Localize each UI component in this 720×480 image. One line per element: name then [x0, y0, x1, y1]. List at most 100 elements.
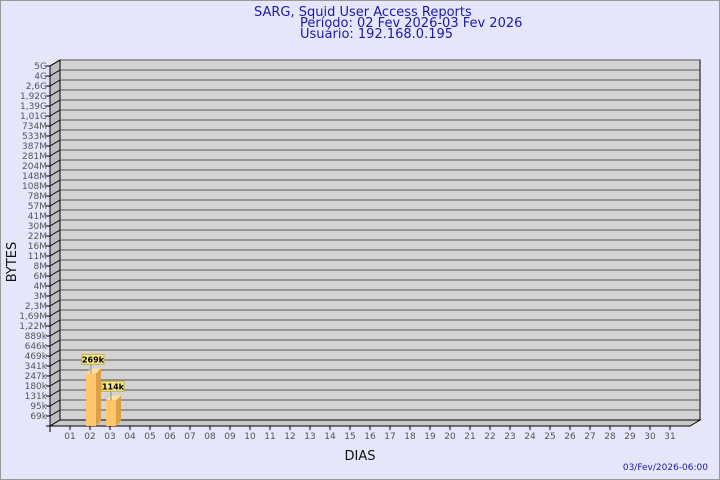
- bar-top: [106, 395, 121, 401]
- data-label: 269k: [82, 355, 105, 364]
- x-tick-label: 14: [324, 432, 336, 442]
- gridline-diagonal: [49, 139, 61, 147]
- gridline-diagonal: [49, 279, 61, 287]
- x-tick-label: 02: [84, 432, 95, 442]
- x-axis-label: DIAS: [345, 449, 376, 464]
- gridline-diagonal: [49, 369, 61, 377]
- y-tick-label: 4M: [34, 282, 48, 292]
- y-tick-label: 8M: [34, 262, 48, 272]
- x-tick-label: 30: [644, 432, 656, 442]
- y-tick-label: 1,69M: [19, 312, 47, 322]
- y-tick-label: 57M: [28, 202, 47, 212]
- gridline-diagonal: [49, 379, 61, 387]
- y-tick-label: 30M: [28, 222, 47, 232]
- x-tick-label: 28: [604, 432, 616, 442]
- x-tick-label: 15: [344, 432, 355, 442]
- x-tick-label: 27: [584, 432, 595, 442]
- gridline-diagonal: [49, 119, 61, 127]
- x-tick-label: 12: [284, 432, 295, 442]
- data-label-box: [81, 353, 105, 365]
- gridline-diagonal: [49, 319, 61, 327]
- y-tick-label: 41M: [28, 212, 47, 222]
- gridline-diagonal: [49, 79, 61, 87]
- gridline-diagonal: [49, 99, 61, 107]
- y-tick-label: 533M: [22, 132, 47, 142]
- gridline-diagonal: [49, 69, 61, 77]
- bar-side: [116, 395, 121, 426]
- x-tick-label: 18: [404, 432, 416, 442]
- y-tick-label: 646k: [25, 342, 48, 352]
- x-tick-label: 20: [444, 432, 456, 442]
- y-tick-label: 2,3M: [25, 302, 47, 312]
- gridline-diagonal: [49, 129, 61, 137]
- y-tick-label: 11M: [28, 252, 47, 262]
- y-tick-label: 204M: [22, 162, 47, 172]
- gridline-diagonal: [49, 109, 61, 117]
- y-tick-label: 734M: [22, 122, 47, 132]
- plot-floor: [48, 419, 702, 427]
- x-tick-label: 03: [104, 432, 115, 442]
- gridline-diagonal: [49, 59, 61, 67]
- x-tick-label: 26: [564, 432, 576, 442]
- y-tick-label: 341k: [25, 362, 48, 372]
- x-tick-label: 08: [204, 432, 216, 442]
- bar-top: [86, 368, 101, 374]
- x-tick-label: 17: [384, 432, 395, 442]
- gridline-diagonal: [49, 399, 61, 407]
- x-tick-label: 10: [244, 432, 256, 442]
- period-label: Período: 02 Fev 2026-03 Fev 2026: [300, 16, 522, 31]
- y-tick-label: 22M: [28, 232, 47, 242]
- x-tick-label: 01: [64, 432, 75, 442]
- y-tick-label: 1,92G: [20, 92, 47, 102]
- gridline-diagonal: [49, 349, 61, 357]
- gridline-diagonal: [49, 289, 61, 297]
- gridline-diagonal: [49, 219, 61, 227]
- gridline-diagonal: [49, 259, 61, 267]
- gridline-diagonal: [49, 269, 61, 277]
- data-label-box: [101, 380, 125, 392]
- chart-title: SARG, Squid User Access Reports: [254, 5, 472, 20]
- y-tick-label: 78M: [28, 192, 47, 202]
- gridline-diagonal: [49, 299, 61, 307]
- gridline-diagonal: [49, 89, 61, 97]
- bar-side: [96, 368, 101, 426]
- gridline-diagonal: [49, 359, 61, 367]
- gridline-diagonal: [49, 389, 61, 397]
- gridline-diagonal: [49, 149, 61, 157]
- gridline-diagonal: [49, 239, 61, 247]
- bar: [86, 373, 96, 426]
- data-label: 114k: [102, 382, 125, 391]
- x-tick-label: 25: [544, 432, 555, 442]
- y-tick-label: 95k: [30, 402, 47, 412]
- gridline-diagonal: [49, 409, 61, 417]
- y-tick-label: 247k: [25, 372, 48, 382]
- y-tick-label: 6M: [34, 272, 48, 282]
- user-label: Usuário: 192.168.0.195: [300, 27, 453, 42]
- x-tick-label: 21: [464, 432, 475, 442]
- x-tick-label: 23: [504, 432, 515, 442]
- y-tick-label: 148M: [22, 172, 47, 182]
- gridline-diagonal: [49, 249, 61, 257]
- y-tick-label: 387M: [22, 142, 47, 152]
- gridline-diagonal: [49, 179, 61, 187]
- x-tick-label: 31: [664, 432, 675, 442]
- y-tick-label: 5G: [34, 62, 47, 72]
- gridline-diagonal: [49, 199, 61, 207]
- gridline-diagonal: [49, 159, 61, 167]
- y-tick-label: 3M: [34, 292, 48, 302]
- x-tick-label: 19: [424, 432, 436, 442]
- gridline-diagonal: [49, 339, 61, 347]
- x-tick-label: 06: [164, 432, 176, 442]
- bar: [106, 400, 116, 426]
- gridline-diagonal: [49, 209, 61, 217]
- y-tick-label: 1,22M: [19, 322, 47, 332]
- y-tick-label: 1,39G: [20, 102, 47, 112]
- x-tick-label: 22: [484, 432, 495, 442]
- x-tick-label: 24: [524, 432, 536, 442]
- x-tick-label: 13: [304, 432, 315, 442]
- x-tick-label: 04: [124, 432, 136, 442]
- gridline-diagonal: [49, 329, 61, 337]
- y-tick-label: 180k: [25, 382, 48, 392]
- y-tick-label: 1,01G: [20, 112, 47, 122]
